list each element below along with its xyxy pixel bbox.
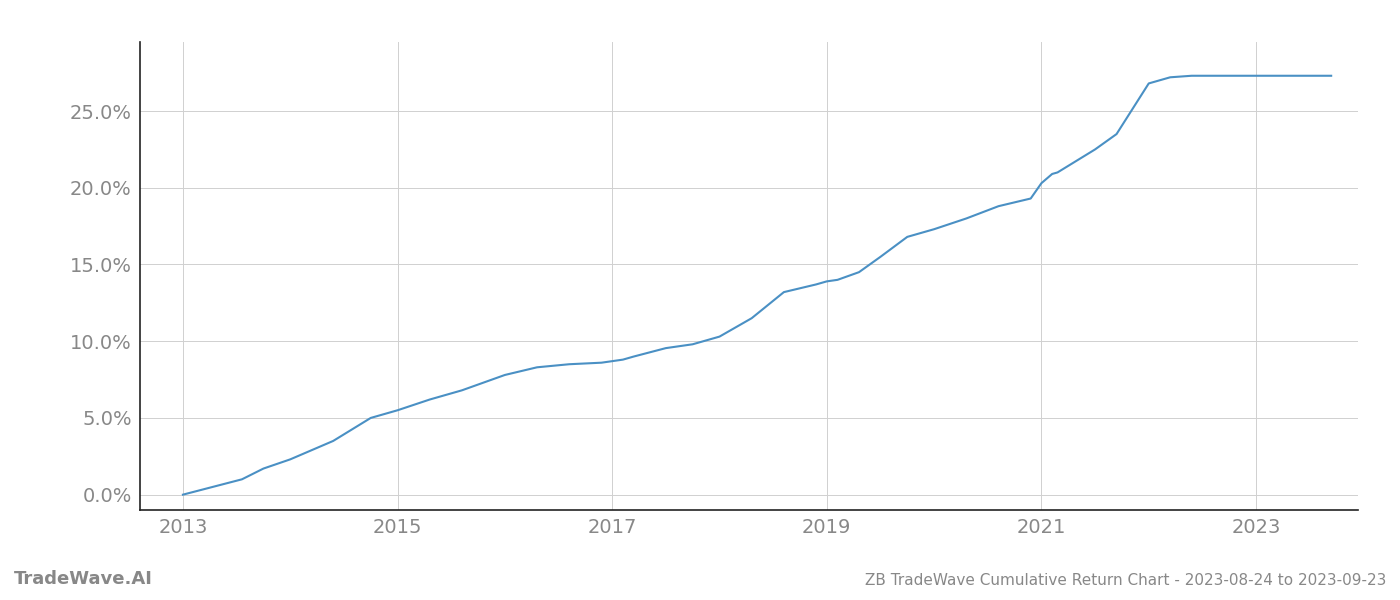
Text: ZB TradeWave Cumulative Return Chart - 2023-08-24 to 2023-09-23: ZB TradeWave Cumulative Return Chart - 2… [865, 573, 1386, 588]
Text: TradeWave.AI: TradeWave.AI [14, 570, 153, 588]
